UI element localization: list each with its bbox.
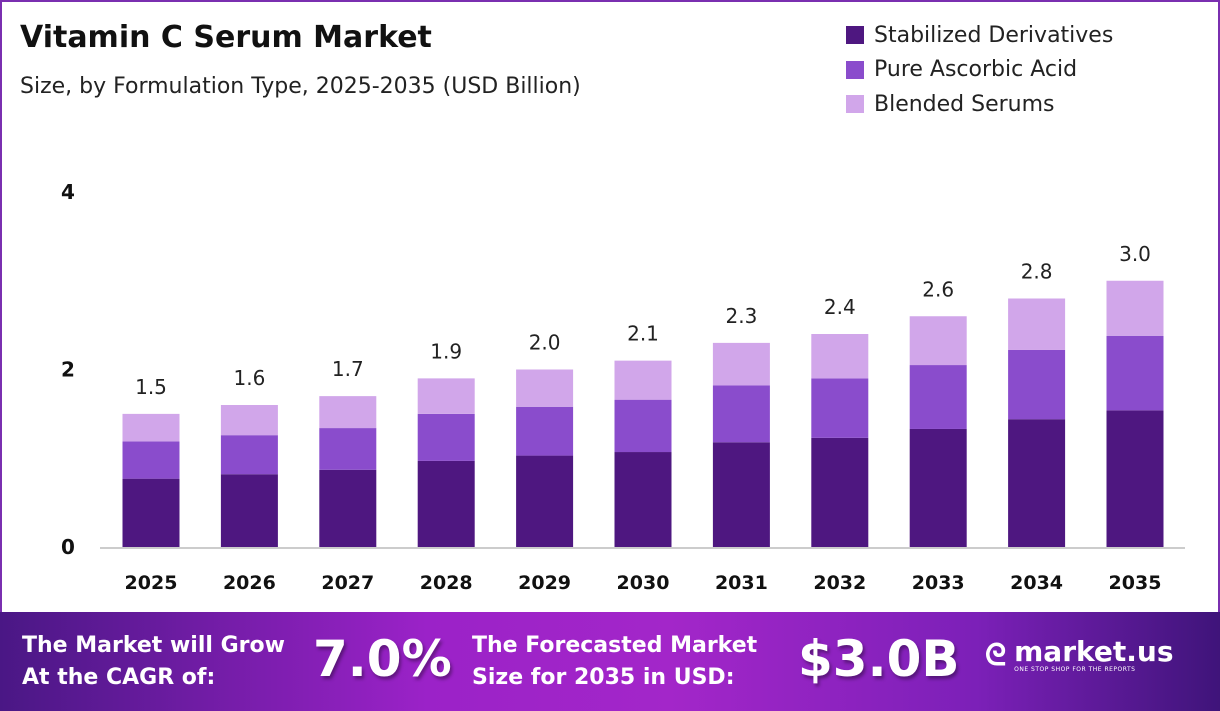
data-label: 2.6 bbox=[922, 277, 954, 301]
bar-segment bbox=[614, 360, 672, 400]
y-tick-label: 4 bbox=[61, 180, 75, 204]
chart-subtitle: Size, by Formulation Type, 2025-2035 (US… bbox=[20, 74, 581, 99]
data-label: 1.5 bbox=[135, 375, 167, 399]
bar-segment bbox=[417, 460, 475, 547]
legend-item: Blended Serums bbox=[846, 87, 1113, 122]
data-label: 2.8 bbox=[1021, 260, 1053, 284]
bar-segment bbox=[516, 455, 574, 547]
bar-segment bbox=[712, 385, 770, 443]
bar-segment bbox=[319, 469, 377, 547]
bar-segment bbox=[811, 334, 869, 379]
size-label-line: The Forecasted Market bbox=[472, 633, 758, 658]
cagr-label-line: At the CAGR of: bbox=[22, 665, 216, 690]
bar-segment bbox=[909, 316, 967, 366]
data-label: 3.0 bbox=[1119, 242, 1151, 266]
legend-label: Blended Serums bbox=[874, 91, 1055, 117]
bar-segment bbox=[1106, 410, 1164, 547]
bar-segment bbox=[122, 441, 180, 479]
legend-label: Stabilized Derivatives bbox=[874, 22, 1114, 48]
logo-icon: ᘓ bbox=[985, 638, 1007, 673]
bar-segment bbox=[712, 442, 770, 547]
legend-swatch bbox=[846, 26, 864, 45]
bar-segment bbox=[811, 437, 869, 547]
x-tick-label: 2030 bbox=[617, 572, 670, 594]
data-label: 1.9 bbox=[430, 339, 462, 363]
bar-segment bbox=[417, 378, 475, 414]
chart-frame bbox=[0, 0, 1220, 612]
data-label: 2.3 bbox=[725, 304, 757, 328]
x-tick-label: 2034 bbox=[1010, 572, 1063, 594]
bar-segment bbox=[319, 396, 377, 429]
cagr-value: 7.0% bbox=[313, 630, 452, 688]
chart-title: Vitamin C Serum Market bbox=[20, 20, 432, 55]
data-label: 1.7 bbox=[332, 357, 364, 381]
x-tick-label: 2029 bbox=[518, 572, 571, 594]
legend-swatch bbox=[846, 95, 864, 114]
y-tick-label: 0 bbox=[61, 535, 75, 559]
brand-logo: ᘓ market.us ONE STOP SHOP FOR THE REPORTS bbox=[985, 635, 1174, 674]
bar-segment bbox=[614, 452, 672, 547]
legend-item: Pure Ascorbic Acid bbox=[846, 53, 1113, 88]
legend-label: Pure Ascorbic Acid bbox=[874, 57, 1078, 83]
bar-segment bbox=[811, 378, 869, 438]
cagr-label-line: The Market will Grow bbox=[22, 633, 285, 658]
data-label: 2.1 bbox=[627, 322, 659, 346]
footer-banner: The Market will Grow At the CAGR of: 7.0%… bbox=[0, 612, 1220, 711]
bar-segment bbox=[1008, 298, 1066, 350]
x-tick-label: 2031 bbox=[715, 572, 768, 594]
data-label: 2.4 bbox=[824, 295, 856, 319]
bar-segment bbox=[909, 365, 967, 429]
bar-segment bbox=[712, 342, 770, 386]
x-tick-label: 2027 bbox=[321, 572, 374, 594]
bar-segment bbox=[1008, 419, 1066, 547]
x-tick-label: 2035 bbox=[1109, 572, 1162, 594]
cagr-label: The Market will Grow At the CAGR of: bbox=[22, 630, 285, 694]
brand-tagline: ONE STOP SHOP FOR THE REPORTS bbox=[1014, 666, 1136, 673]
size-value: $3.0B bbox=[798, 630, 960, 688]
bar-segment bbox=[1106, 335, 1164, 411]
x-tick-label: 2032 bbox=[813, 572, 866, 594]
bar-segment bbox=[220, 405, 278, 436]
bar-segment bbox=[516, 369, 574, 407]
bar-segment bbox=[122, 413, 180, 442]
legend: Stabilized Derivatives Pure Ascorbic Aci… bbox=[846, 18, 1113, 122]
bar-segment bbox=[220, 435, 278, 475]
legend-item: Stabilized Derivatives bbox=[846, 18, 1113, 53]
x-tick-label: 2026 bbox=[223, 572, 276, 594]
bar-segment bbox=[220, 474, 278, 547]
bar-segment bbox=[1008, 349, 1066, 420]
chart-plot: 0 2 4 1.5 2025 1.6 2026 1.7 2027 1.9 2028 2.0 2029 2.… bbox=[61, 180, 1185, 594]
legend-swatch bbox=[846, 60, 864, 79]
y-tick-label: 2 bbox=[61, 358, 75, 382]
bar-segment bbox=[417, 413, 475, 461]
data-label: 1.6 bbox=[233, 366, 265, 390]
x-tick-label: 2025 bbox=[125, 572, 178, 594]
x-tick-label: 2028 bbox=[420, 572, 473, 594]
bar-segment bbox=[516, 406, 574, 456]
bar-segment bbox=[319, 428, 377, 470]
x-tick-label: 2033 bbox=[912, 572, 965, 594]
bar-segment bbox=[909, 428, 967, 547]
bar-segment bbox=[122, 478, 180, 547]
size-label-line: Size for 2035 in USD: bbox=[472, 665, 735, 690]
data-label: 2.0 bbox=[529, 331, 561, 355]
brand-name: market.us bbox=[1014, 635, 1174, 668]
size-label: The Forecasted Market Size for 2035 in US… bbox=[472, 630, 757, 694]
bar-segment bbox=[614, 399, 672, 453]
bar-segment bbox=[1106, 280, 1164, 336]
